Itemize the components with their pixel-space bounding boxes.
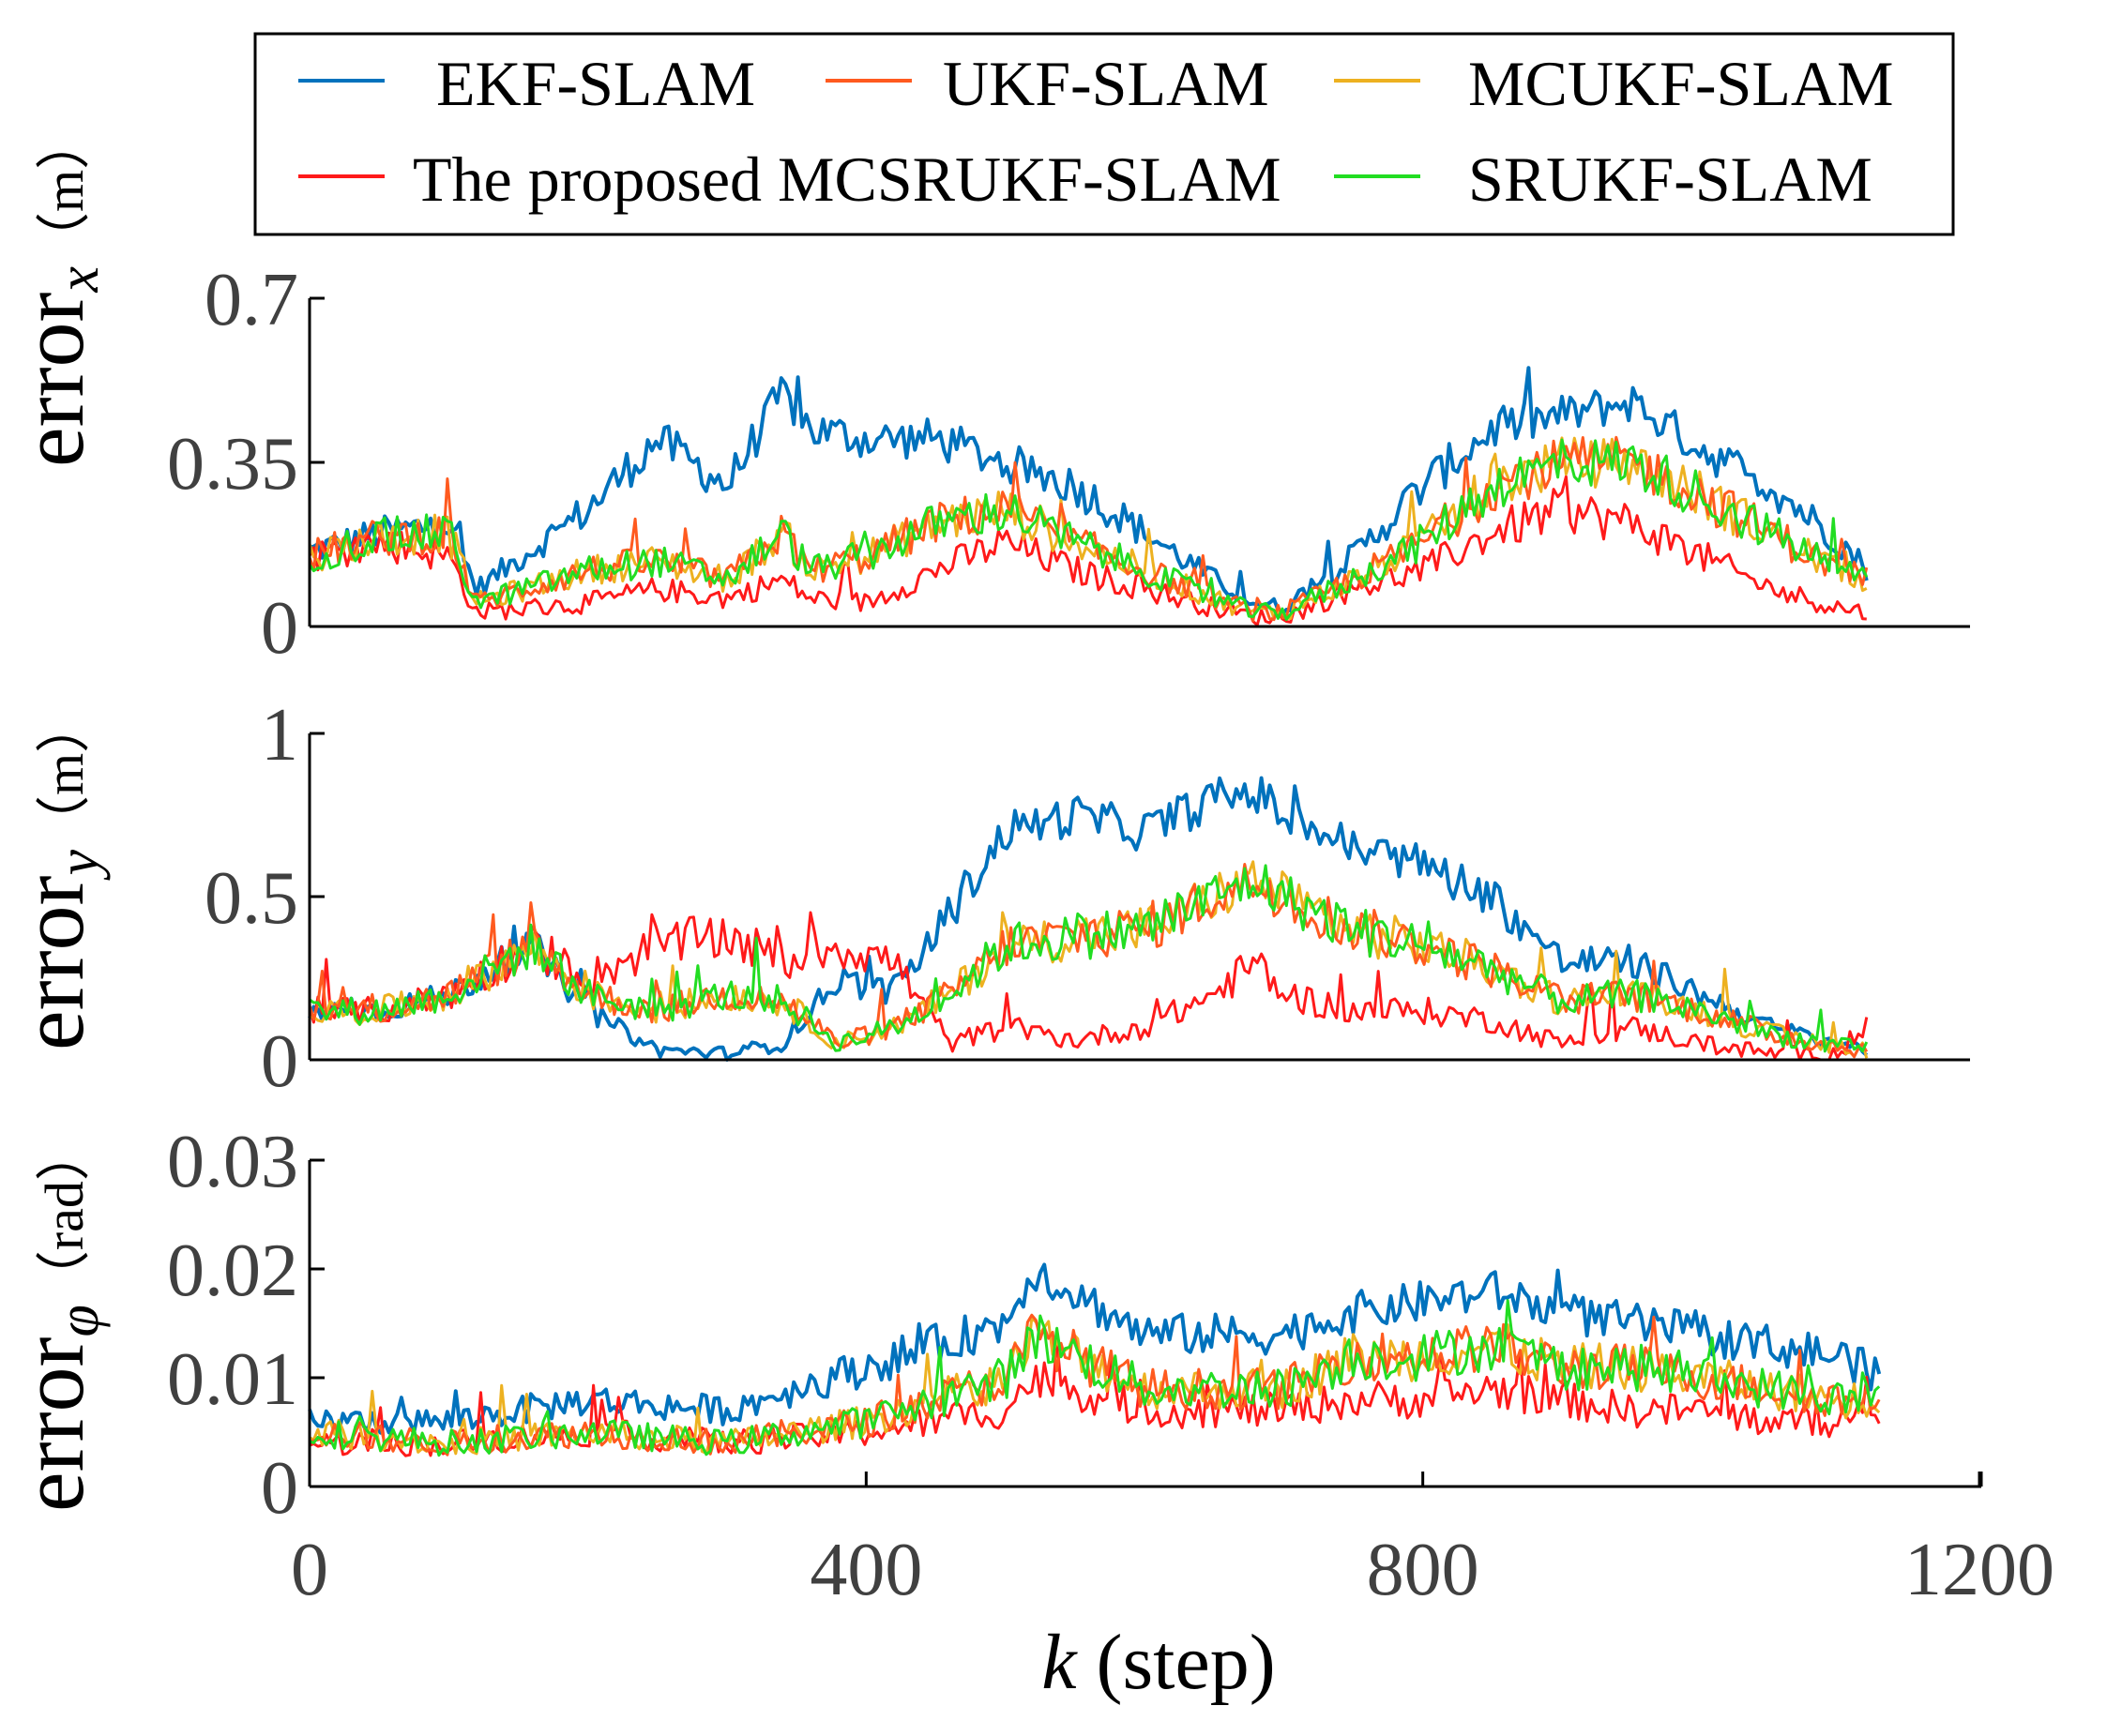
x-tick-labels: 0 400 800 1200 [291, 1529, 2054, 1611]
legend: EKF-SLAM UKF-SLAM MCUKF-SLAM The propose… [253, 32, 1955, 236]
panel3-ylabel: errorφ（rad） [2, 1126, 111, 1512]
legend-label-mcsrukf: The proposed MCSRUKF-SLAM [413, 143, 1281, 215]
panel-error-phi: 0 0.01 0.02 0.03 [167, 1121, 1983, 1530]
series-line-srukf-slam [308, 438, 1869, 621]
series-line-srukf-slam [309, 1299, 1881, 1457]
y-tick-label: 0.03 [167, 1121, 298, 1203]
series-line-ekf-slam [308, 776, 1869, 1062]
panel1-ylabel: errorx（m） [2, 115, 111, 467]
panel-error-y: 00.51 [205, 694, 1970, 1103]
y-tick-label: 0 [261, 1447, 298, 1530]
series-line-the-proposed-mcsrukf-slam [308, 911, 1869, 1062]
legend-label-mcukf: MCUKF-SLAM [1468, 48, 1893, 119]
y-tick-label: 0 [261, 1020, 298, 1103]
x-tick-label: 0 [291, 1529, 328, 1611]
x-axis-label: k (step) [1041, 1619, 1276, 1706]
y-tick-label: 0 [261, 587, 298, 670]
y-tick-label: 0.35 [167, 423, 298, 506]
series-line-mcukf-slam [308, 436, 1868, 620]
y-tick-label: 0.02 [167, 1230, 298, 1312]
y-tick-label: 1 [261, 694, 298, 777]
legend-label-ekf: EKF-SLAM [436, 48, 755, 119]
x-tick-label: 1200 [1904, 1529, 2054, 1611]
x-tick-label: 800 [1367, 1529, 1479, 1611]
series-line-srukf-slam [309, 864, 1869, 1053]
series-line-the-proposed-mcsrukf-slam [308, 475, 1867, 626]
legend-label-srukf: SRUKF-SLAM [1468, 143, 1872, 215]
series-line-ekf-slam [308, 1262, 1882, 1435]
panel2-ylabel: errory（m） [2, 699, 111, 1050]
y-tick-label: 0.5 [205, 857, 298, 940]
legend-frame [253, 32, 1955, 236]
x-tick-label: 400 [810, 1529, 922, 1611]
series-line-ekf-slam [309, 366, 1869, 616]
legend-label-ukf: UKF-SLAM [943, 48, 1269, 119]
y-tick-label: 0.7 [205, 259, 298, 341]
y-tick-label: 0.01 [167, 1338, 298, 1421]
panel-error-x: 0 0.35 0.7 [167, 259, 1970, 670]
